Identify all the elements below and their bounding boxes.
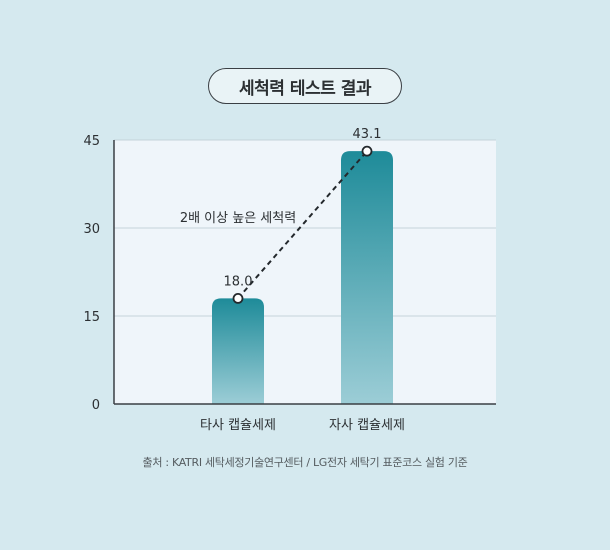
y-tick-label: 15 — [83, 310, 100, 325]
plot-area — [114, 140, 496, 404]
value-marker — [232, 292, 244, 304]
value-marker — [361, 145, 373, 157]
y-tick-label: 0 — [92, 398, 100, 413]
source-footnote: 출처 : KATRI 세탁세정기술연구센터 / LG전자 세탁기 표준코스 실험… — [142, 456, 468, 469]
x-tick-label: 타사 캡슐세제 — [200, 418, 276, 433]
comparison-line — [237, 150, 368, 300]
chart-title: 세척력 테스트 결과 — [208, 68, 402, 104]
data-label: 18.0 — [224, 274, 253, 289]
bar — [212, 298, 264, 404]
data-label: 43.1 — [353, 127, 382, 142]
y-tick-label: 45 — [83, 134, 100, 149]
bar — [341, 151, 393, 404]
x-tick-label: 자사 캡슐세제 — [329, 418, 405, 433]
y-tick-label: 30 — [83, 222, 100, 237]
annotation-text: 2배 이상 높은 세척력 — [180, 211, 296, 226]
